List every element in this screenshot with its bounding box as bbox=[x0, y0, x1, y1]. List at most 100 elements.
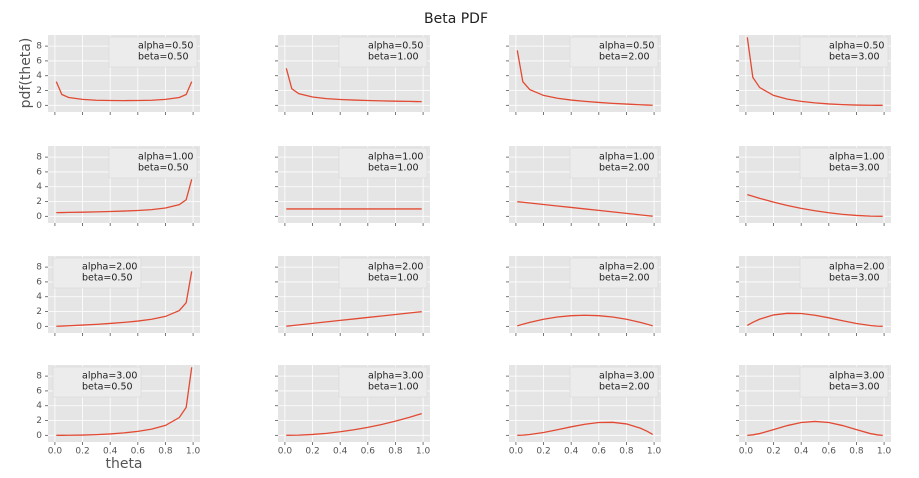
legend-box bbox=[108, 147, 198, 179]
x-axis-label: theta bbox=[105, 456, 142, 472]
y-tick-label: 2 bbox=[36, 416, 42, 426]
legend-label: beta=2.00 bbox=[599, 52, 650, 63]
subplot: 0.0 0.2 0.4 0.6 0.8 1.0 0 2 4 6 8 alpha=3.00beta=0.… bbox=[36, 365, 201, 457]
legend-label: alpha=2.00 bbox=[82, 262, 137, 273]
pdf-line bbox=[517, 201, 653, 217]
legend-box bbox=[338, 257, 428, 289]
legend-label: alpha=3.00 bbox=[829, 371, 884, 382]
legend-box bbox=[569, 147, 659, 179]
y-tick-label: 4 bbox=[36, 71, 42, 81]
pdf-line bbox=[747, 193, 883, 217]
x-tick-label: 0.4 bbox=[333, 447, 348, 457]
y-axis-label: pdf(theta) bbox=[18, 38, 34, 109]
legend-label: beta=3.00 bbox=[829, 52, 880, 63]
legend-box bbox=[338, 147, 428, 179]
y-tick-label: 8 bbox=[36, 372, 42, 382]
x-tick-label: 0.4 bbox=[103, 447, 118, 457]
x-tick-label: 0.4 bbox=[794, 447, 809, 457]
pdf-line bbox=[55, 81, 193, 102]
x-tick-label: 0.2 bbox=[766, 447, 780, 457]
x-tick-label: 0.8 bbox=[619, 447, 634, 457]
x-tick-label: 0.2 bbox=[536, 447, 550, 457]
legend-label: alpha=1.00 bbox=[368, 152, 423, 163]
x-tick-label: 0.2 bbox=[305, 447, 319, 457]
y-tick-label: 8 bbox=[36, 263, 42, 273]
legend-box bbox=[108, 36, 198, 68]
legend-label: beta=3.00 bbox=[829, 382, 880, 393]
legend-label: beta=0.50 bbox=[82, 382, 133, 393]
legend-label: alpha=0.50 bbox=[138, 41, 193, 52]
pdf-line bbox=[517, 421, 654, 436]
pdf-line bbox=[516, 50, 653, 106]
x-tick-label: 0.6 bbox=[361, 447, 376, 457]
legend-label: alpha=3.00 bbox=[82, 371, 137, 382]
x-tick-label: 0.2 bbox=[75, 447, 89, 457]
legend-box bbox=[799, 257, 889, 289]
legend-box bbox=[52, 257, 142, 289]
x-tick-label: 0.8 bbox=[388, 447, 403, 457]
pdf-line bbox=[285, 68, 422, 103]
legend-label: beta=1.00 bbox=[368, 52, 419, 63]
x-tick-label: 0.0 bbox=[739, 447, 754, 457]
legend-label: alpha=0.50 bbox=[368, 41, 423, 52]
y-tick-label: 2 bbox=[36, 86, 42, 96]
x-tick-label: 0.0 bbox=[48, 447, 63, 457]
y-tick-label: 0 bbox=[36, 322, 42, 332]
pdf-line bbox=[56, 179, 193, 214]
legend-box bbox=[569, 366, 659, 398]
legend-label: beta=1.00 bbox=[368, 163, 419, 174]
x-tick-label: 0.4 bbox=[564, 447, 579, 457]
x-tick-label: 1.0 bbox=[877, 447, 892, 457]
legend-label: alpha=3.00 bbox=[599, 371, 654, 382]
pdf-line bbox=[286, 311, 422, 327]
legend-label: beta=0.50 bbox=[82, 273, 133, 284]
pdf-line bbox=[747, 420, 883, 436]
y-tick-label: 4 bbox=[36, 292, 42, 302]
x-tick-label: 1.0 bbox=[186, 447, 201, 457]
legend-label: alpha=0.50 bbox=[829, 41, 884, 52]
y-tick-label: 6 bbox=[36, 167, 42, 177]
legend-label: beta=3.00 bbox=[829, 273, 880, 284]
legend-box bbox=[799, 366, 889, 398]
x-tick-label: 0.6 bbox=[822, 447, 837, 457]
x-tick-label: 0.0 bbox=[509, 447, 524, 457]
y-tick-label: 0 bbox=[36, 212, 42, 222]
legend-label: alpha=1.00 bbox=[829, 152, 884, 163]
legend-label: alpha=1.00 bbox=[138, 152, 193, 163]
y-tick-label: 6 bbox=[36, 277, 42, 287]
legend-label: beta=2.00 bbox=[599, 273, 650, 284]
pdf-line bbox=[56, 367, 193, 436]
figure-title: Beta PDF bbox=[424, 11, 488, 27]
legend-label: beta=3.00 bbox=[829, 163, 880, 174]
x-tick-label: 0.6 bbox=[131, 447, 146, 457]
legend-label: alpha=0.50 bbox=[599, 41, 654, 52]
pdf-line bbox=[517, 314, 653, 327]
x-tick-label: 1.0 bbox=[647, 447, 662, 457]
pdf-line bbox=[56, 271, 193, 327]
pdf-line bbox=[746, 312, 883, 327]
x-tick-label: 1.0 bbox=[416, 447, 431, 457]
legend-box bbox=[338, 366, 428, 398]
pdf-line bbox=[286, 412, 422, 436]
legend-label: alpha=1.00 bbox=[599, 152, 654, 163]
legend-box bbox=[569, 257, 659, 289]
x-tick-label: 0.8 bbox=[849, 447, 864, 457]
pdf-line bbox=[746, 37, 883, 106]
x-tick-label: 0.8 bbox=[158, 447, 173, 457]
y-tick-label: 6 bbox=[36, 386, 42, 396]
legend-label: alpha=2.00 bbox=[368, 262, 423, 273]
legend-box bbox=[52, 366, 142, 398]
